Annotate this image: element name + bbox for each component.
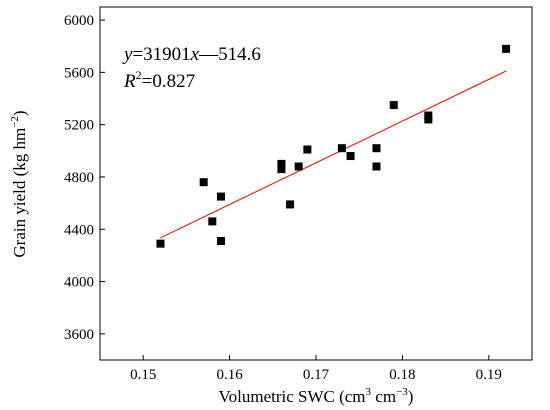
y-tick-label: 5200 bbox=[64, 118, 94, 134]
x-tick-label: 0.17 bbox=[303, 367, 330, 383]
regression-line bbox=[160, 70, 507, 239]
data-points bbox=[156, 44, 511, 248]
y-tick-label: 4000 bbox=[64, 275, 94, 291]
data-point bbox=[424, 115, 433, 124]
y-tick-label: 4800 bbox=[64, 170, 94, 186]
regression-equation: y=31901x—514.6 bbox=[122, 44, 261, 65]
data-point bbox=[294, 162, 303, 171]
y-tick-label: 4400 bbox=[64, 222, 94, 238]
data-point bbox=[216, 237, 225, 246]
x-axis-title: Volumetric SWC (cm3 cm−3) bbox=[219, 386, 414, 406]
data-point bbox=[208, 217, 217, 226]
y-tick-label: 5600 bbox=[64, 65, 94, 81]
data-point bbox=[372, 162, 381, 171]
y-axis-ticks: 3600 4000 4400 4800 5200 5600 6000 bbox=[64, 13, 105, 343]
data-point bbox=[389, 101, 398, 110]
data-point bbox=[156, 239, 165, 248]
r-squared-label: R2=0.827 bbox=[123, 68, 195, 92]
data-point bbox=[372, 144, 381, 153]
data-point bbox=[277, 165, 286, 174]
data-point bbox=[216, 192, 225, 201]
data-point bbox=[199, 178, 208, 187]
data-point bbox=[346, 152, 355, 161]
x-axis-ticks: 0.15 0.16 0.17 0.18 0.19 bbox=[130, 355, 502, 383]
data-point bbox=[337, 144, 346, 153]
data-point bbox=[502, 44, 511, 53]
data-point bbox=[286, 200, 295, 209]
x-tick-label: 0.19 bbox=[476, 367, 502, 383]
y-tick-label: 6000 bbox=[64, 13, 94, 29]
x-tick-label: 0.15 bbox=[130, 367, 156, 383]
y-tick-label: 3600 bbox=[64, 327, 94, 343]
x-tick-label: 0.16 bbox=[216, 367, 243, 383]
y-axis-title: Grain yield (kg hm−2) bbox=[9, 110, 29, 257]
data-point bbox=[303, 145, 312, 154]
data-point bbox=[277, 159, 286, 168]
x-tick-label: 0.18 bbox=[389, 367, 415, 383]
